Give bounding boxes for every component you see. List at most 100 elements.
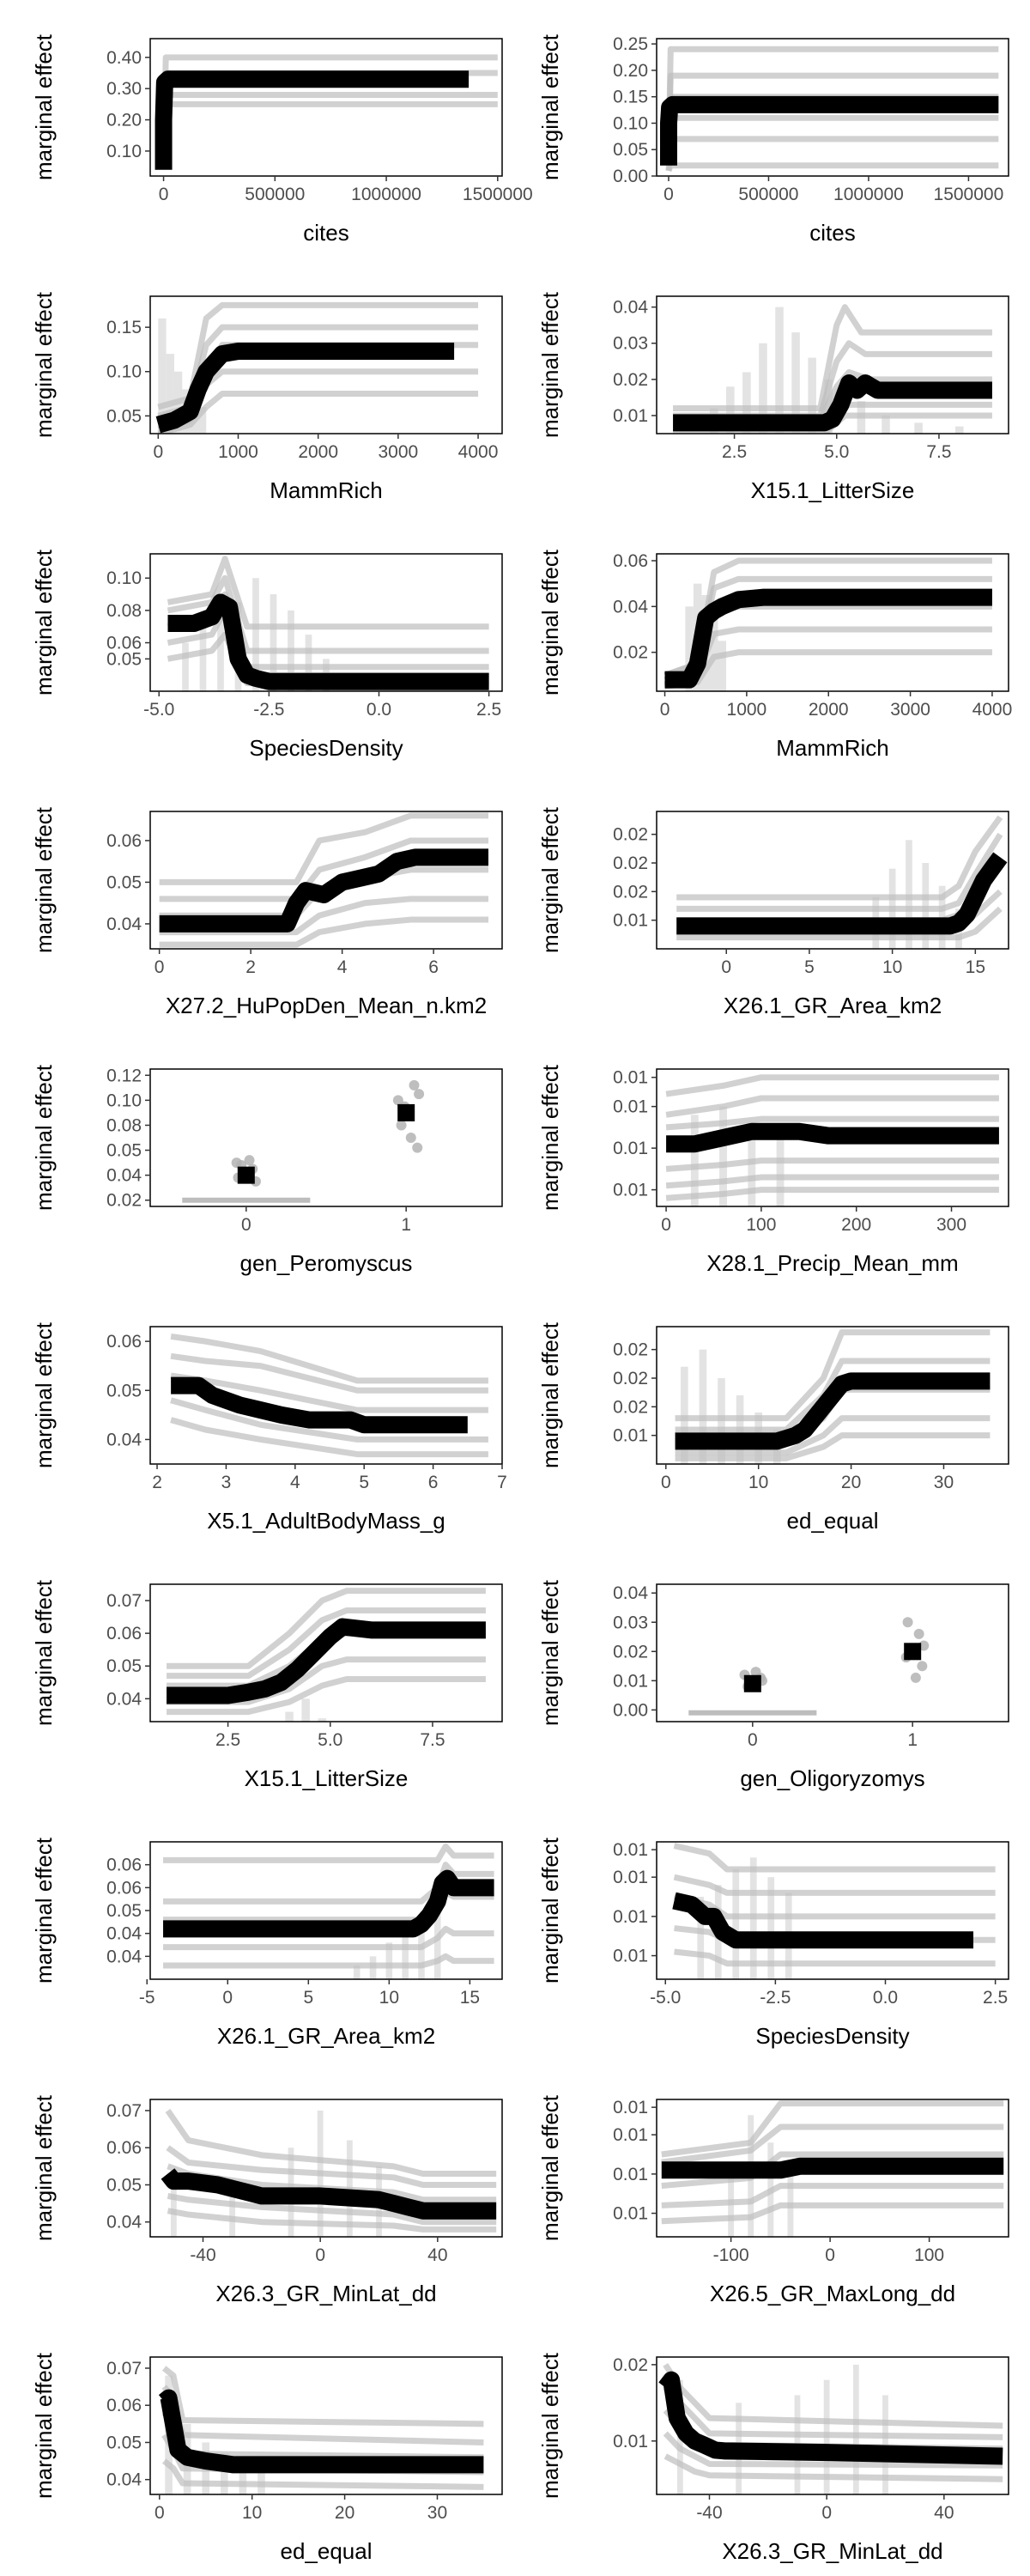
x-tick-label: 1500000 — [934, 185, 1004, 204]
x-tick-label: 0 — [661, 1473, 671, 1492]
y-tick-label: 0.04 — [106, 2213, 142, 2233]
y-tick-label: 0.05 — [106, 2175, 142, 2195]
y-tick-label: 0.01 — [613, 1907, 648, 1927]
mean-effect-line — [676, 852, 1008, 935]
y-tick-label: 0.05 — [106, 1901, 142, 1921]
x-tick-label: 6 — [428, 1473, 439, 1492]
ice-line — [675, 1329, 991, 1422]
mean-effect-line — [661, 2157, 1004, 2179]
ice-line — [665, 1095, 999, 1118]
x-axis-title: SpeciesDensity — [755, 2023, 909, 2049]
y-axis-title: marginal effect — [31, 291, 57, 438]
y-tick-label: 0.04 — [106, 1430, 142, 1449]
mean-marker — [237, 1166, 255, 1184]
chart-panel: -100 0 100 0.01 0.01 0.01 0.01 X26.5_GR_MaxLong… — [537, 2094, 1009, 2306]
x-tick-label: 3 — [221, 1473, 232, 1492]
ice-line — [161, 2366, 484, 2427]
y-axis-title: marginal effect — [537, 2352, 563, 2499]
mean-marker — [397, 1103, 415, 1121]
x-tick-label: 0 — [821, 2503, 832, 2523]
x-axis-title: SpeciesDensity — [249, 735, 403, 761]
panel-background — [150, 1069, 502, 1206]
plot-area — [167, 556, 489, 691]
data-point — [409, 1079, 420, 1091]
x-tick-label: 3000 — [379, 442, 419, 462]
x-tick-label: 1500000 — [463, 185, 533, 204]
mean-effect-line — [664, 588, 992, 689]
plot-area — [676, 815, 1008, 949]
x-axis-title: MammRich — [776, 735, 888, 761]
y-tick-label: 0.10 — [106, 142, 142, 161]
histogram-bar — [719, 1106, 727, 1206]
y-tick-label: 0.05 — [106, 1381, 142, 1400]
ice-line — [676, 832, 1003, 912]
histogram-bar — [301, 1698, 310, 1722]
x-tick-label: 5.0 — [824, 442, 849, 462]
plot-area — [170, 1333, 488, 1458]
y-tick-label: 0.03 — [613, 1613, 648, 1632]
x-tick-label: 300 — [936, 1215, 966, 1235]
x-tick-label: 5.0 — [318, 1730, 342, 1750]
ice-line — [673, 1874, 996, 1896]
histogram-bar — [767, 1877, 775, 1979]
mean-effect-line — [659, 95, 999, 166]
y-tick-label: 0.01 — [613, 1097, 648, 1117]
histogram-bar — [718, 641, 727, 691]
y-tick-label: 0.00 — [613, 1700, 648, 1720]
x-tick-label: 4 — [290, 1473, 300, 1492]
panel-border — [149, 38, 503, 177]
x-tick-label: 2.5 — [722, 442, 747, 462]
x-tick-label: 4000 — [458, 442, 499, 462]
y-axis-title: marginal effect — [537, 1579, 563, 1726]
x-tick-label: -5.0 — [143, 700, 174, 720]
x-tick-label: 0 — [315, 2245, 325, 2265]
chart-panel: 2 3 4 5 6 7 0.04 0.05 0.06 X5.1_AdultBodyMass_g ma… — [31, 1321, 507, 1534]
y-tick-label: 0.06 — [106, 2138, 142, 2158]
y-tick-label: 0.04 — [106, 1689, 142, 1709]
panel-border — [149, 553, 503, 692]
y-tick-label: 0.02 — [613, 1397, 648, 1417]
ice-line — [170, 1397, 488, 1443]
x-tick-label: 0 — [748, 1730, 758, 1750]
ice-line — [163, 1953, 494, 1969]
y-tick-label: 0.10 — [106, 1091, 142, 1110]
histogram-bar — [402, 1933, 409, 1979]
data-point — [392, 1095, 403, 1106]
histogram-bar — [732, 1869, 740, 1979]
x-tick-label: 0.0 — [873, 1988, 898, 2008]
y-axis-title: marginal effect — [31, 2352, 57, 2499]
x-axis-title: gen_Oligoryzomys — [740, 1765, 924, 1791]
ice-line — [165, 2108, 497, 2177]
chart-panel: 0 500000 1000000 1500000 0.10 0.20 0.30 0.40 cit… — [31, 33, 533, 246]
mean-effect-line — [167, 1618, 486, 1704]
mean-effect-line — [159, 848, 489, 933]
mean-effect-line — [167, 593, 489, 690]
plot-area — [673, 304, 992, 434]
y-tick-label: 0.02 — [613, 825, 648, 845]
histogram-bar — [787, 2166, 794, 2237]
y-tick-label: 0.02 — [613, 643, 648, 663]
chart-panel: -40 0 40 0.04 0.05 0.06 0.07 X26.3_GR_MinLat_dd… — [31, 2094, 503, 2306]
plot-area — [158, 2366, 484, 2494]
mean-effect-line — [672, 1892, 973, 1949]
ice-line — [167, 1675, 486, 1716]
ice-line — [170, 1333, 488, 1384]
x-tick-label: -5.0 — [650, 1988, 681, 2008]
histogram-bar — [914, 422, 923, 434]
plot-area — [167, 1588, 486, 1722]
chart-panel: 0 5 10 15 0.01 0.02 0.02 0.02 X26.1_GR_Area_km2 m… — [537, 806, 1009, 1018]
ice-line — [675, 1432, 991, 1461]
y-tick-label: 0.06 — [106, 1856, 142, 1875]
y-tick-label: 0.02 — [613, 370, 648, 390]
panel-border — [656, 811, 1009, 950]
x-axis-title: MammRich — [270, 477, 382, 503]
panel-border — [656, 2356, 1009, 2495]
y-tick-label: 0.01 — [613, 1947, 648, 1966]
y-tick-label: 0.05 — [106, 2433, 142, 2452]
data-point — [405, 1133, 416, 1143]
x-tick-label: 5 — [804, 957, 815, 977]
histogram-bar — [305, 635, 312, 691]
ice-line — [675, 1415, 991, 1456]
x-tick-label: 0.0 — [367, 700, 391, 720]
x-axis-title: gen_Peromyscus — [240, 1250, 413, 1276]
